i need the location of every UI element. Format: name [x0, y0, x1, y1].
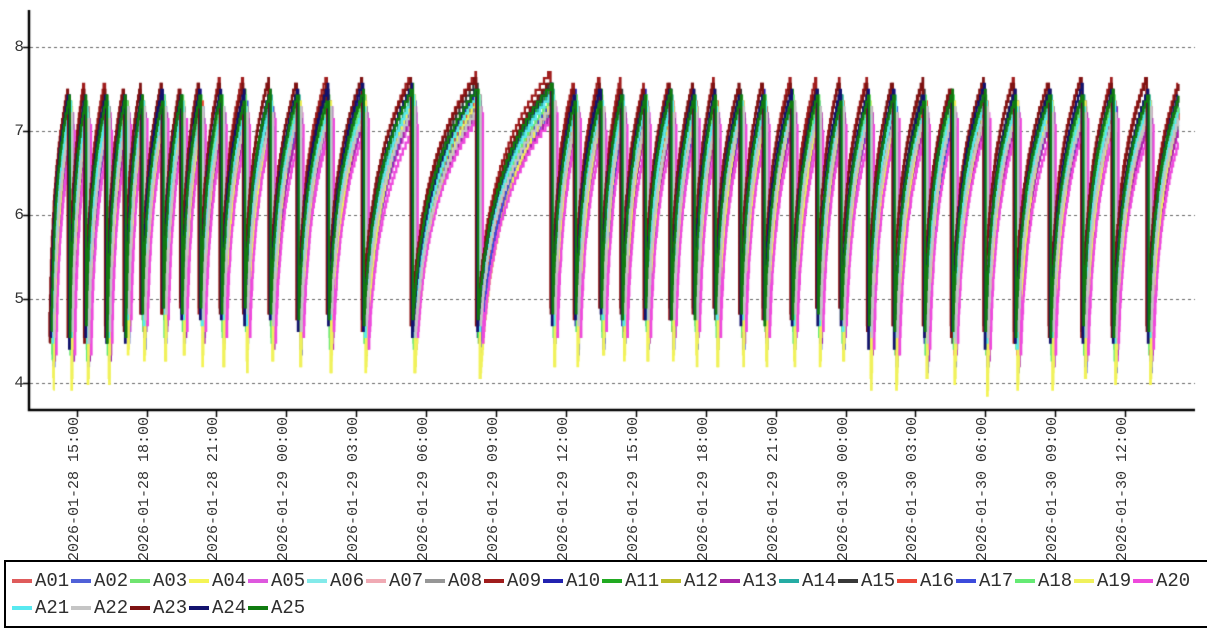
legend-item: A06: [307, 569, 366, 593]
x-tick-label: 2026-01-30 00:00: [834, 416, 852, 561]
legend-item: A19: [1074, 569, 1133, 593]
legend-item: A15: [838, 569, 897, 593]
legend-label: A10: [566, 569, 601, 592]
x-tick-label: 2026-01-28 18:00: [135, 416, 153, 561]
legend-item: A12: [661, 569, 720, 593]
legend-label: A15: [861, 569, 896, 592]
legend-item: A17: [956, 569, 1015, 593]
legend-label: A13: [743, 569, 778, 592]
x-tick-label: 2026-01-29 03:00: [345, 416, 363, 561]
legend-item: A09: [484, 569, 543, 593]
x-tick-label: 2026-01-29 21:00: [764, 416, 782, 561]
legend-label: A03: [153, 569, 188, 592]
legend-item: A24: [189, 596, 248, 620]
y-tick-label: 5: [14, 289, 24, 308]
legend-label: A22: [94, 596, 129, 619]
x-tick-label: 2026-01-29 18:00: [694, 416, 712, 561]
legend-label: A11: [625, 569, 660, 592]
legend-item: A04: [189, 569, 248, 593]
legend-item: A23: [130, 596, 189, 620]
legend-label: A17: [979, 569, 1014, 592]
legend-line-swatch: [189, 605, 209, 610]
legend-item: A05: [248, 569, 307, 593]
legend-item: A18: [1015, 569, 1074, 593]
x-tick-label: 2026-01-29 06:00: [415, 416, 433, 561]
legend-label: A14: [802, 569, 837, 592]
legend-label: A18: [1038, 569, 1073, 592]
legend-item: A21: [12, 596, 71, 620]
legend-line-swatch: [189, 578, 209, 583]
legend-label: A06: [330, 569, 365, 592]
y-tick-label: 7: [14, 121, 24, 140]
legend-item: A02: [71, 569, 130, 593]
y-tick-label: 6: [14, 205, 24, 224]
legend-line-swatch: [543, 578, 563, 583]
legend-line-swatch: [956, 578, 976, 583]
legend-item: A14: [779, 569, 838, 593]
legend-item: A08: [425, 569, 484, 593]
legend-label: A24: [212, 596, 247, 619]
legend-item: A16: [897, 569, 956, 593]
y-tick-label: 8: [14, 37, 24, 56]
legend-line-swatch: [1133, 578, 1153, 583]
x-tick-label: 2026-01-28 21:00: [205, 416, 223, 561]
x-tick-label: 2026-01-30 03:00: [904, 416, 922, 561]
x-tick-label: 2026-01-29 12:00: [554, 416, 572, 561]
legend-label: A25: [271, 596, 306, 619]
legend: A01 A02 A03 A04 A05 A06 A07 A08 A09 A10 A11 A12 A13 A…: [4, 560, 1207, 628]
legend-line-swatch: [366, 578, 386, 583]
legend-label: A19: [1097, 569, 1132, 592]
y-tick-label: 4: [14, 373, 24, 392]
legend-line-swatch: [12, 578, 32, 583]
legend-line-swatch: [838, 578, 858, 583]
legend-line-swatch: [71, 578, 91, 583]
legend-item: A07: [366, 569, 425, 593]
x-tick-label: 2026-01-29 00:00: [275, 416, 293, 561]
legend-label: A04: [212, 569, 247, 592]
legend-line-swatch: [425, 578, 445, 583]
legend-label: A16: [920, 569, 955, 592]
legend-line-swatch: [779, 578, 799, 583]
legend-line-swatch: [661, 578, 681, 583]
legend-item: A25: [248, 596, 307, 620]
legend-line-swatch: [720, 578, 740, 583]
x-tick-label: 2026-01-29 09:00: [485, 416, 502, 561]
legend-line-swatch: [307, 578, 327, 583]
legend-label: A20: [1156, 569, 1191, 592]
legend-label: A05: [271, 569, 306, 592]
legend-label: A08: [448, 569, 483, 592]
legend-label: A01: [35, 569, 70, 592]
x-tick-label: 2026-01-30 06:00: [974, 416, 992, 561]
legend-item: A20: [1133, 569, 1192, 593]
legend-label: A02: [94, 569, 129, 592]
legend-line-swatch: [248, 578, 268, 583]
legend-label: A09: [507, 569, 542, 592]
x-tick-label: 2026-01-29 15:00: [624, 416, 642, 561]
legend-line-swatch: [248, 605, 268, 610]
legend-item: A03: [130, 569, 189, 593]
legend-line-swatch: [484, 578, 504, 583]
legend-item: A13: [720, 569, 779, 593]
legend-line-swatch: [71, 605, 91, 610]
legend-line-swatch: [1074, 578, 1094, 583]
legend-label: A21: [35, 596, 70, 619]
legend-line-swatch: [602, 578, 622, 583]
x-tick-label: 2026-01-28 15:00: [65, 416, 83, 561]
legend-line-swatch: [1015, 578, 1035, 583]
legend-label: A23: [153, 596, 188, 619]
legend-line-swatch: [897, 578, 917, 583]
legend-line-swatch: [130, 605, 150, 610]
legend-label: A07: [389, 569, 424, 592]
legend-item: A10: [543, 569, 602, 593]
x-tick-label: 2026-01-30 12:00: [1114, 416, 1132, 561]
legend-line-swatch: [12, 605, 32, 610]
legend-item: A11: [602, 569, 661, 593]
legend-line-swatch: [130, 578, 150, 583]
legend-item: A01: [12, 569, 71, 593]
legend-label: A12: [684, 569, 719, 592]
legend-item: A22: [71, 596, 130, 620]
x-tick-label: 2026-01-30 09:00: [1044, 416, 1062, 561]
